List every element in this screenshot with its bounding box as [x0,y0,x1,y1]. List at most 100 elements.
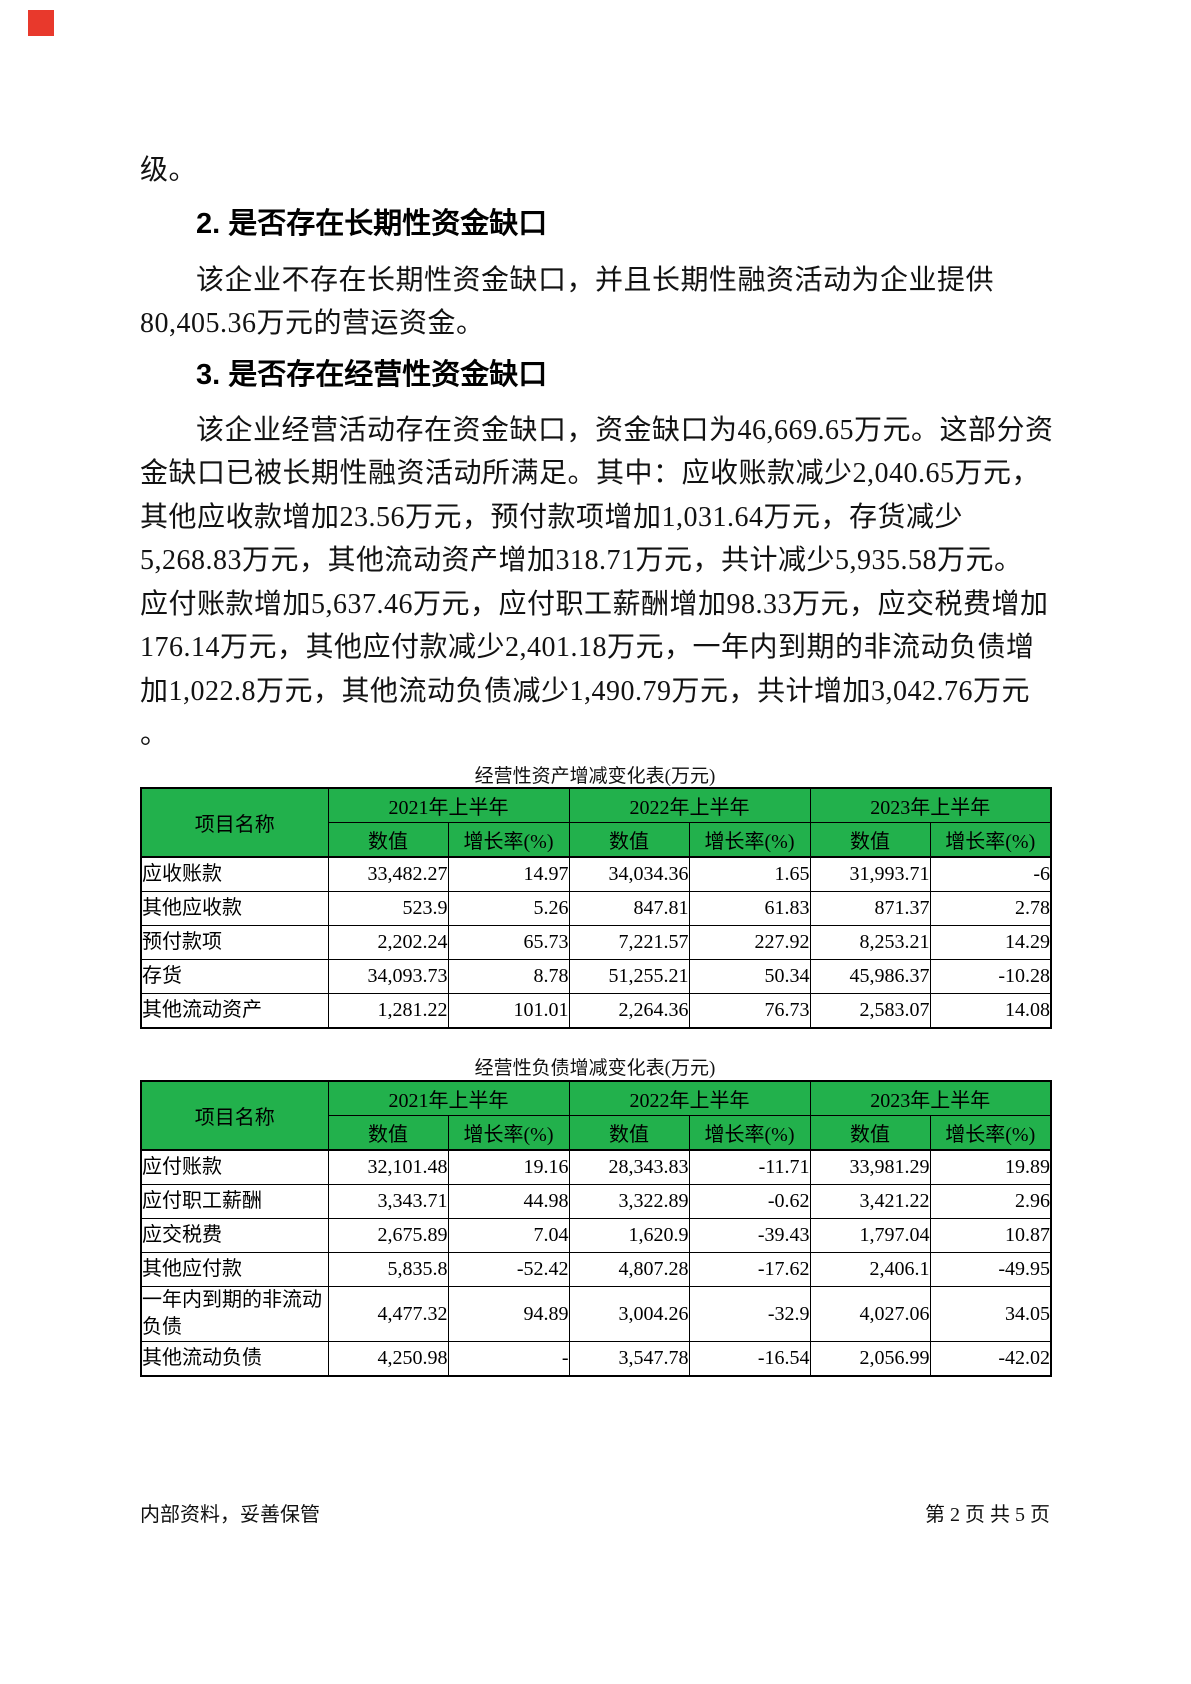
growth-rate-column-header: 增长率(%) [447,822,570,858]
value-column-header: 数值 [327,1115,449,1151]
table-value-cell: 227.92 [688,925,811,960]
table-value-cell: 14.29 [929,925,1052,960]
table-value-cell: -52.42 [447,1252,570,1287]
growth-rate-column-header: 增长率(%) [929,1115,1052,1151]
table-value-cell: 51,255.21 [568,959,690,994]
table-value-cell: 1,281.22 [327,993,449,1029]
table-value-cell: 76.73 [688,993,811,1029]
table-row: 其他应付款 5,835.8 -52.42 4,807.28 -17.62 2,406.1-… [140,1252,1052,1287]
table-value-cell: - [447,1341,570,1377]
table-row: 一年内到期的非流动负债 4,477.32 94.89 3,004.26 -32.9 4,0… [140,1286,1052,1342]
table-value-cell: 4,807.28 [568,1252,690,1287]
table-value-cell: 10.87 [929,1218,1052,1253]
table-value-cell: 33,981.29 [809,1149,931,1185]
table-value-cell: 34,034.36 [568,856,690,892]
table-value-cell: 5.26 [447,891,570,926]
table-value-cell: 7,221.57 [568,925,690,960]
table-value-cell: 32,101.48 [327,1149,449,1185]
row-item-name: 其他应付款 [140,1252,329,1287]
table-value-cell: 8,253.21 [809,925,931,960]
table-value-cell: -32.9 [688,1286,811,1342]
table-value-cell: 101.01 [447,993,570,1029]
table-value-cell: 44.98 [447,1184,570,1219]
table-value-cell: 3,343.71 [327,1184,449,1219]
table-value-cell: -0.62 [688,1184,811,1219]
year-group-header: 2022年上半年 [568,787,811,823]
table-value-cell: 45,986.37 [809,959,931,994]
paragraph-line: 5,268.83万元，其他流动资产增加318.71万元，共计减少5,935.58… [140,545,1023,576]
paragraph-line: 其他应收款增加23.56万元，预付款项增加1,031.64万元，存货减少 [140,502,964,533]
table-value-cell: 31,993.71 [809,856,931,892]
table-value-cell: 1.65 [688,856,811,892]
year-group-header: 2022年上半年 [568,1080,811,1116]
row-item-name: 预付款项 [140,925,329,960]
footer-page-number: 第 2 页 共 5 页 [925,1504,1050,1526]
table-value-cell: 1,620.9 [568,1218,690,1253]
table-row: 其他应收款 523.9 5.26 847.81 61.83 871.37 2.78 [140,891,1052,926]
table-value-cell: -39.43 [688,1218,811,1253]
table-value-cell: 34,093.73 [327,959,449,994]
table-value-cell: 4,027.06 [809,1286,931,1342]
table-value-cell: 19.89 [929,1149,1052,1185]
paragraph-line: 级。 [140,155,198,186]
row-item-name: 应付职工薪酬 [140,1184,329,1219]
table-value-cell: 5,835.8 [327,1252,449,1287]
table-row: 其他流动负债 4,250.98-3,547.78 -16.54 2,056.99 -42… [140,1341,1052,1377]
paragraph-line: 应付账款增加5,637.46万元，应付职工薪酬增加98.33万元，应交税费增加 [140,589,1049,620]
value-column-header: 数值 [809,1115,931,1151]
year-group-header: 2023年上半年 [809,787,1052,823]
table-value-cell: 3,547.78 [568,1341,690,1377]
row-item-name: 其他流动负债 [140,1341,329,1377]
item-name-column-header: 项目名称 [140,1080,329,1151]
paragraph-line: 176.14万元，其他应付款减少2,401.18万元，一年内到期的非流动负债增 [140,632,1035,663]
table-value-cell: 14.08 [929,993,1052,1029]
table-value-cell: 61.83 [688,891,811,926]
table-value-cell: 2.96 [929,1184,1052,1219]
table-value-cell: 28,343.83 [568,1149,690,1185]
row-item-name: 其他流动资产 [140,993,329,1029]
table-row: 应付账款 32,101.48 19.16 28,343.83 -11.71 33,981.… [140,1149,1052,1185]
liabilities-table-title: 经营性负债增减变化表(万元) [474,1058,716,1079]
table-value-cell: 33,482.27 [327,856,449,892]
table-value-cell: 14.97 [447,856,570,892]
value-column-header: 数值 [809,822,931,858]
page-footer: 内部资料，妥善保管 第 2 页 共 5 页 [140,1498,1050,1527]
table-row: 存货 34,093.73 8.78 51,255.21 50.34 45,986.37 -1… [140,959,1052,994]
table-value-cell: 34.05 [929,1286,1052,1342]
growth-rate-column-header: 增长率(%) [447,1115,570,1151]
value-column-header: 数值 [568,1115,690,1151]
table-value-cell: 94.89 [447,1286,570,1342]
growth-rate-column-header: 增长率(%) [688,822,811,858]
table-value-cell: 1,797.04 [809,1218,931,1253]
red-corner-marker [28,10,54,36]
table-value-cell: 3,004.26 [568,1286,690,1342]
table-value-cell: -42.02 [929,1341,1052,1377]
paragraph-line: 。 [140,719,169,750]
table-value-cell: 4,477.32 [327,1286,449,1342]
paragraph-line: 金缺口已被长期性融资活动所满足。其中：应收账款减少2,040.65万元， [140,458,1041,489]
table-value-cell: -11.71 [688,1149,811,1185]
table-row: 其他流动资产 1,281.22 101.01 2,264.36 76.73 2,583.0… [140,993,1052,1029]
table-value-cell: 2.78 [929,891,1052,926]
paragraph-line: 加1,022.8万元，其他流动负债减少1,490.79万元，共计增加3,042.… [140,676,1031,707]
row-item-name: 存货 [140,959,329,994]
table-value-cell: 2,202.24 [327,925,449,960]
table-value-cell: -6 [929,856,1052,892]
table-row: 预付款项 2,202.24 65.73 7,221.57 227.92 8,253.21 1… [140,925,1052,960]
assets-change-table: 项目名称 2021年上半年 2022年上半年 2023年上半年 数值 增长率(%) 数值 增长… [140,787,1052,1029]
table-value-cell: 2,406.1 [809,1252,931,1287]
year-group-header: 2021年上半年 [327,1080,570,1116]
item-name-column-header: 项目名称 [140,787,329,858]
table-value-cell: -16.54 [688,1341,811,1377]
table-value-cell: 847.81 [568,891,690,926]
table-row: 应付职工薪酬 3,343.71 44.98 3,322.89 -0.62 3,421.22… [140,1184,1052,1219]
paragraph-line: 该企业经营活动存在资金缺口，资金缺口为46,669.65万元。这部分资 [196,415,1054,446]
growth-rate-column-header: 增长率(%) [929,822,1052,858]
table-value-cell: 2,675.89 [327,1218,449,1253]
table-value-cell: -49.95 [929,1252,1052,1287]
row-item-name: 应交税费 [140,1218,329,1253]
table-row: 应收账款 33,482.27 14.97 34,034.36 1.65 31,993.71… [140,856,1052,892]
table-value-cell: 50.34 [688,959,811,994]
table-row: 应交税费 2,675.89 7.04 1,620.9 -39.43 1,797.04 10.… [140,1218,1052,1253]
